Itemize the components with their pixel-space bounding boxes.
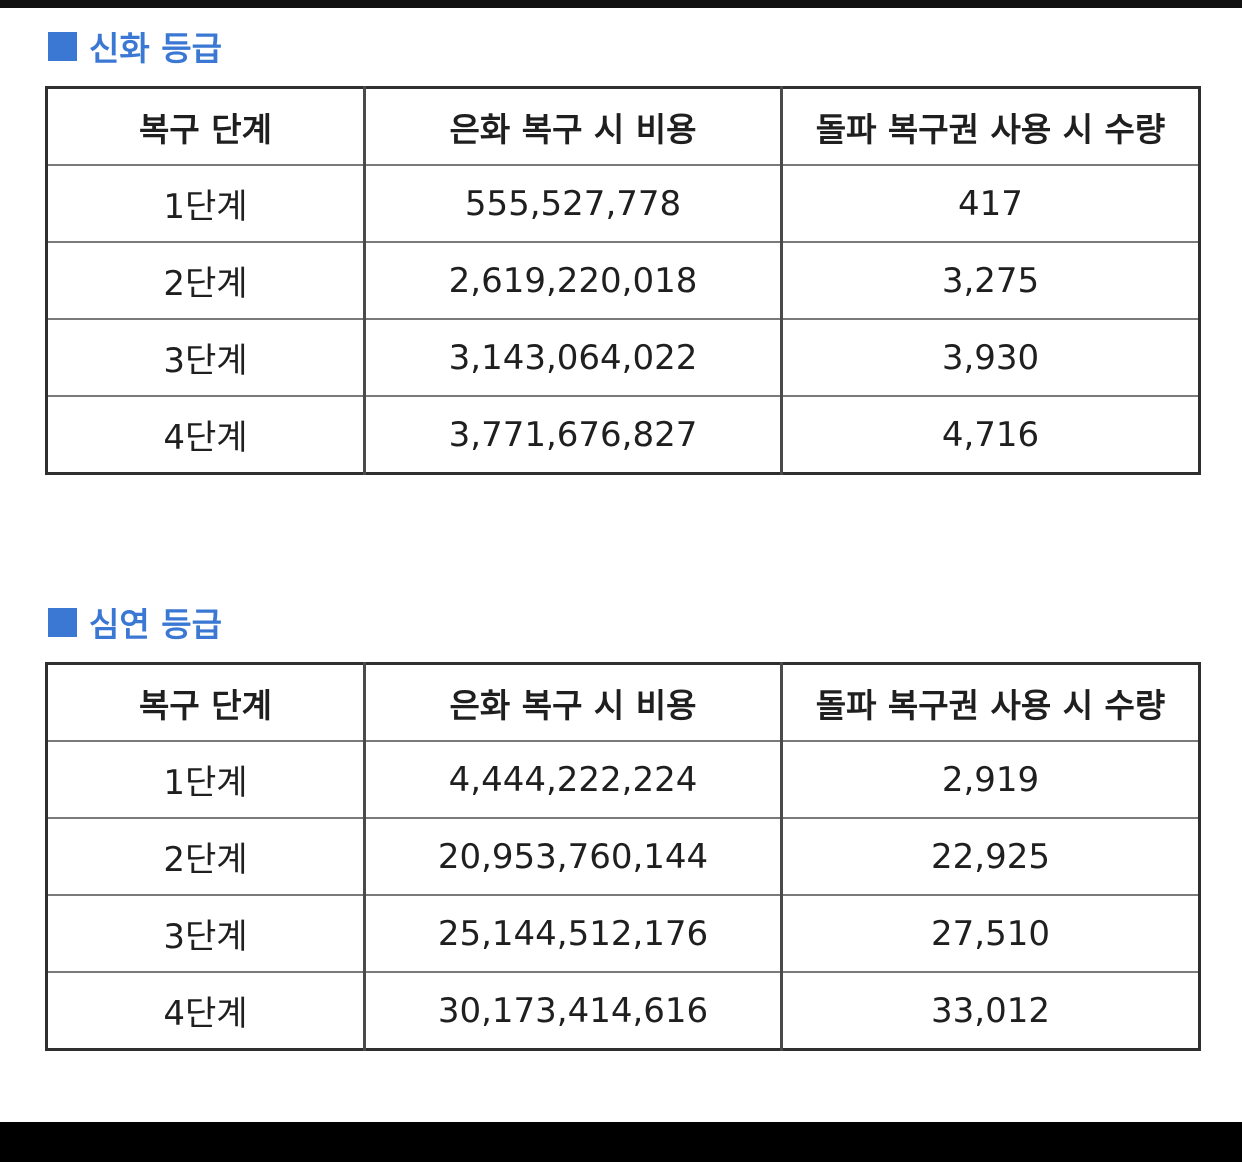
abyss-grade-table: 복구 단계 은화 복구 시 비용 돌파 복구권 사용 시 수량 1단계 4,44… bbox=[45, 662, 1201, 1051]
silver-cost-cell: 3,771,676,827 bbox=[363, 395, 783, 475]
mythic-grade-table: 복구 단계 은화 복구 시 비용 돌파 복구권 사용 시 수량 1단계 555,… bbox=[45, 86, 1201, 475]
silver-cost-cell: 25,144,512,176 bbox=[363, 894, 783, 973]
ticket-quantity-cell: 3,930 bbox=[780, 318, 1201, 397]
table-row: 4단계 3,771,676,827 4,716 bbox=[45, 395, 1201, 475]
ticket-quantity-cell: 3,275 bbox=[780, 241, 1201, 320]
header-recovery-stage: 복구 단계 bbox=[45, 86, 366, 166]
stage-cell: 3단계 bbox=[45, 894, 366, 973]
silver-cost-cell: 20,953,760,144 bbox=[363, 817, 783, 896]
header-ticket-quantity: 돌파 복구권 사용 시 수량 bbox=[780, 662, 1201, 742]
header-silver-cost: 은화 복구 시 비용 bbox=[363, 662, 783, 742]
stage-cell: 2단계 bbox=[45, 817, 366, 896]
square-bullet-icon bbox=[48, 31, 77, 61]
stage-cell: 3단계 bbox=[45, 318, 366, 397]
table-row: 2단계 2,619,220,018 3,275 bbox=[45, 241, 1201, 320]
header-silver-cost: 은화 복구 시 비용 bbox=[363, 86, 783, 166]
silver-cost-cell: 30,173,414,616 bbox=[363, 971, 783, 1051]
table-header-row: 복구 단계 은화 복구 시 비용 돌파 복구권 사용 시 수량 bbox=[45, 662, 1201, 742]
stage-cell: 4단계 bbox=[45, 395, 366, 475]
header-recovery-stage: 복구 단계 bbox=[45, 662, 366, 742]
top-bar bbox=[0, 0, 1242, 8]
bottom-bar bbox=[0, 1122, 1242, 1162]
section-title-text: 심연 등급 bbox=[89, 605, 222, 644]
ticket-quantity-cell: 22,925 bbox=[780, 817, 1201, 896]
table-row: 4단계 30,173,414,616 33,012 bbox=[45, 971, 1201, 1051]
table-row: 3단계 25,144,512,176 27,510 bbox=[45, 894, 1201, 973]
table-row: 1단계 555,527,778 417 bbox=[45, 164, 1201, 243]
silver-cost-cell: 555,527,778 bbox=[363, 164, 783, 243]
stage-cell: 1단계 bbox=[45, 164, 366, 243]
table-row: 2단계 20,953,760,144 22,925 bbox=[45, 817, 1201, 896]
ticket-quantity-cell: 27,510 bbox=[780, 894, 1201, 973]
section-title-text: 신화 등급 bbox=[89, 29, 222, 68]
silver-cost-cell: 2,619,220,018 bbox=[363, 241, 783, 320]
section-title-abyss: 심연 등급 bbox=[48, 602, 222, 644]
stage-cell: 4단계 bbox=[45, 971, 366, 1051]
header-ticket-quantity: 돌파 복구권 사용 시 수량 bbox=[780, 86, 1201, 166]
ticket-quantity-cell: 4,716 bbox=[780, 395, 1201, 475]
stage-cell: 2단계 bbox=[45, 241, 366, 320]
table-header-row: 복구 단계 은화 복구 시 비용 돌파 복구권 사용 시 수량 bbox=[45, 86, 1201, 166]
ticket-quantity-cell: 33,012 bbox=[780, 971, 1201, 1051]
ticket-quantity-cell: 2,919 bbox=[780, 740, 1201, 819]
table-row: 1단계 4,444,222,224 2,919 bbox=[45, 740, 1201, 819]
silver-cost-cell: 3,143,064,022 bbox=[363, 318, 783, 397]
stage-cell: 1단계 bbox=[45, 740, 366, 819]
ticket-quantity-cell: 417 bbox=[780, 164, 1201, 243]
section-title-mythic: 신화 등급 bbox=[48, 26, 222, 68]
square-bullet-icon bbox=[48, 607, 77, 637]
silver-cost-cell: 4,444,222,224 bbox=[363, 740, 783, 819]
table-row: 3단계 3,143,064,022 3,930 bbox=[45, 318, 1201, 397]
